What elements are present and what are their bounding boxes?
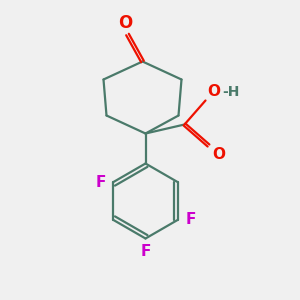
Text: O: O: [207, 84, 220, 99]
Text: F: F: [140, 244, 151, 259]
Text: O: O: [212, 147, 225, 162]
Text: F: F: [95, 175, 106, 190]
Text: O: O: [118, 14, 132, 32]
Text: -H: -H: [222, 85, 239, 99]
Text: F: F: [185, 212, 196, 227]
